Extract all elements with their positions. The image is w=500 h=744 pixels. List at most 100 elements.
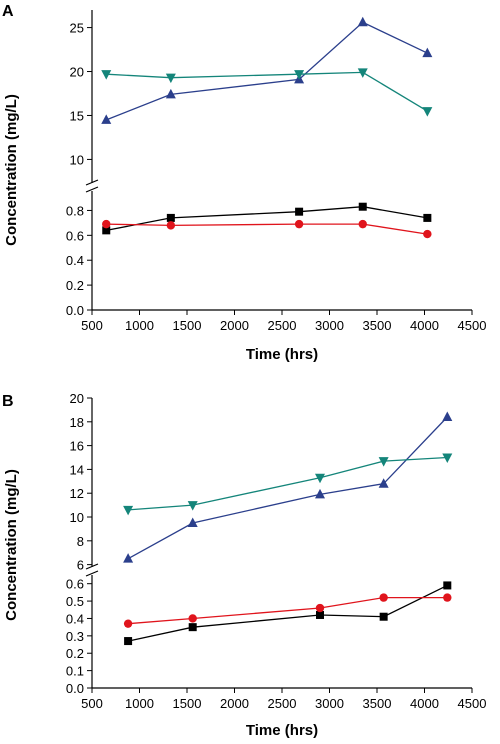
x-tick-label: 3500 — [363, 318, 392, 333]
data-point — [124, 637, 133, 646]
y-ticks: 6 8 10 12 14 16 18 20 0.0 0.1 0.2 0.3 0.4 0.5 0.6 — [66, 391, 92, 696]
x-tick-label: 1500 — [173, 318, 202, 333]
data-point — [379, 612, 388, 621]
x-tick-label: 2500 — [268, 696, 297, 711]
axes — [85, 10, 472, 311]
series-line — [127, 416, 448, 560]
y-axis-label: Concentration (mg/L) — [3, 94, 20, 246]
series-circle — [102, 219, 432, 239]
y-tick-label: 0.0 — [66, 303, 84, 318]
data-point — [102, 219, 111, 229]
data-point — [378, 478, 389, 488]
series-square — [124, 581, 452, 646]
data-point — [442, 411, 453, 422]
y-tick-label: 10 — [70, 152, 84, 167]
x-ticks: 500 1000 1500 2000 2500 3000 3500 4000 4500 — [81, 310, 486, 333]
data-point — [315, 603, 325, 613]
data-point — [379, 593, 388, 602]
y-tick-label: 0.8 — [66, 203, 84, 218]
series-group — [101, 16, 433, 239]
data-point — [315, 473, 325, 484]
series-circle — [123, 593, 452, 628]
data-point — [423, 213, 432, 222]
series-line — [106, 71, 428, 112]
y-tick-label: 6 — [77, 558, 84, 573]
data-point — [358, 202, 367, 211]
data-point — [357, 68, 368, 78]
data-point — [357, 16, 368, 27]
axis-break-mark — [85, 179, 99, 186]
data-point — [123, 553, 134, 563]
series-line — [106, 223, 428, 235]
data-point — [166, 221, 176, 230]
panel-b: B 500 1000 1500 2000 2500 3000 3500 4000 4500 6 8… — [2, 391, 486, 739]
series-triangle-down — [123, 453, 453, 516]
data-point — [442, 453, 453, 464]
x-tick-label: 1000 — [125, 696, 154, 711]
data-point — [294, 219, 304, 229]
data-point — [378, 457, 389, 467]
y-tick-label: 0.4 — [66, 253, 84, 268]
axis-break-mark — [85, 563, 99, 570]
series-line — [106, 21, 428, 121]
data-point — [165, 88, 176, 99]
series-group — [123, 411, 453, 646]
y-tick-label: 12 — [70, 486, 84, 501]
series-triangle-up — [123, 411, 453, 563]
y-tick-label: 16 — [70, 439, 84, 454]
x-axis-label: Time (hrs) — [246, 722, 318, 739]
x-tick-label: 4500 — [458, 318, 487, 333]
y-tick-label: 8 — [77, 534, 84, 549]
data-point — [101, 70, 112, 80]
axis-break-mark — [85, 186, 99, 193]
data-point — [422, 107, 433, 117]
data-point — [188, 623, 197, 632]
data-point — [443, 581, 452, 590]
x-tick-label: 1500 — [173, 696, 202, 711]
x-tick-label: 3500 — [363, 696, 392, 711]
y-tick-label: 0.6 — [66, 577, 84, 592]
series-line — [127, 584, 448, 642]
data-point — [294, 70, 305, 80]
y-tick-label: 0.0 — [66, 681, 84, 696]
y-tick-label: 14 — [70, 462, 84, 477]
data-point — [423, 229, 432, 239]
panel-a: A 500 1000 1500 2000 2500 3000 3500 4000 4500 10… — [2, 3, 486, 363]
y-tick-label: 10 — [70, 510, 84, 525]
data-point — [443, 593, 452, 602]
data-point — [187, 501, 198, 511]
x-axis-label: Time (hrs) — [246, 346, 318, 363]
data-point — [188, 614, 197, 623]
x-tick-label: 3000 — [315, 318, 344, 333]
data-point — [316, 610, 324, 619]
axis-break-mark — [85, 570, 99, 577]
x-tick-label: 2500 — [268, 318, 297, 333]
y-tick-label: 0.2 — [66, 278, 84, 293]
x-tick-label: 500 — [81, 318, 103, 333]
x-tick-label: 3000 — [315, 696, 344, 711]
data-point — [315, 488, 325, 499]
data-point — [165, 73, 176, 84]
x-tick-label: 4500 — [458, 696, 487, 711]
y-ticks: 10 15 20 25 0.0 0.2 0.4 0.6 0.8 — [66, 21, 92, 318]
data-point — [101, 114, 112, 124]
series-triangle-down — [101, 68, 433, 117]
series-triangle-up — [101, 16, 433, 124]
y-tick-label: 0.6 — [66, 228, 84, 243]
y-tick-label: 0.3 — [66, 629, 84, 644]
data-point — [295, 207, 304, 216]
x-tick-label: 1000 — [125, 318, 154, 333]
y-tick-label: 0.4 — [66, 611, 84, 626]
series-line — [128, 596, 448, 625]
x-tick-label: 4000 — [410, 696, 439, 711]
data-point — [102, 226, 111, 235]
data-point — [166, 213, 175, 222]
x-tick-label: 500 — [81, 696, 103, 711]
y-tick-label: 18 — [70, 415, 84, 430]
x-tick-label: 2000 — [220, 318, 249, 333]
data-point — [358, 219, 367, 229]
y-tick-label: 0.1 — [66, 664, 84, 679]
data-point — [123, 505, 134, 516]
x-tick-label: 4000 — [410, 318, 439, 333]
